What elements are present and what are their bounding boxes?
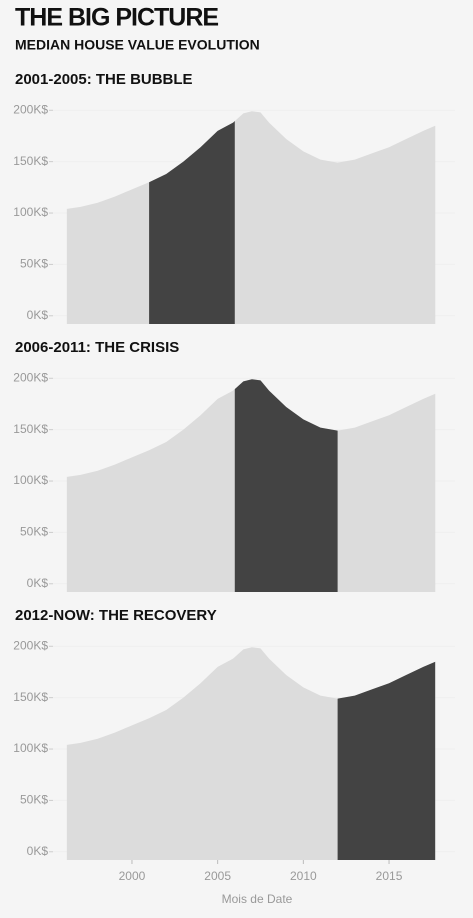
highlight-area	[337, 661, 436, 860]
y-tick-label: 50K$	[20, 257, 48, 271]
y-tick-label: 0K$	[27, 844, 49, 858]
chart-title: 2006-2011: THE CRISIS	[15, 339, 179, 356]
y-tick-label: 150K$	[13, 154, 48, 168]
x-tick-label: 2000	[119, 869, 146, 883]
y-tick-label: 0K$	[27, 308, 49, 322]
x-axis-label: Mois de Date	[222, 892, 293, 906]
x-tick-label: 2015	[376, 869, 403, 883]
chart-title: 2012-NOW: THE RECOVERY	[15, 607, 217, 624]
highlight-area	[149, 121, 235, 324]
y-tick-label: 200K$	[13, 102, 48, 116]
y-tick-label: 200K$	[13, 638, 48, 652]
y-tick-label: 100K$	[13, 473, 48, 487]
chart-title: 2001-2005: THE BUBBLE	[15, 71, 193, 88]
page-title: THE BIG PICTURE	[15, 4, 218, 32]
y-tick-label: 200K$	[13, 370, 48, 384]
x-tick-label: 2005	[204, 869, 231, 883]
page-subtitle: MEDIAN HOUSE VALUE EVOLUTION	[15, 37, 260, 53]
area	[66, 111, 436, 324]
y-tick-label: 50K$	[20, 525, 48, 539]
x-tick-label: 2010	[290, 869, 317, 883]
highlight-area	[234, 379, 338, 592]
y-tick-label: 100K$	[13, 205, 48, 219]
y-tick-label: 50K$	[20, 793, 48, 807]
y-tick-label: 100K$	[13, 741, 48, 755]
y-tick-label: 0K$	[27, 576, 49, 590]
y-tick-label: 150K$	[13, 422, 48, 436]
y-tick-label: 150K$	[13, 690, 48, 704]
